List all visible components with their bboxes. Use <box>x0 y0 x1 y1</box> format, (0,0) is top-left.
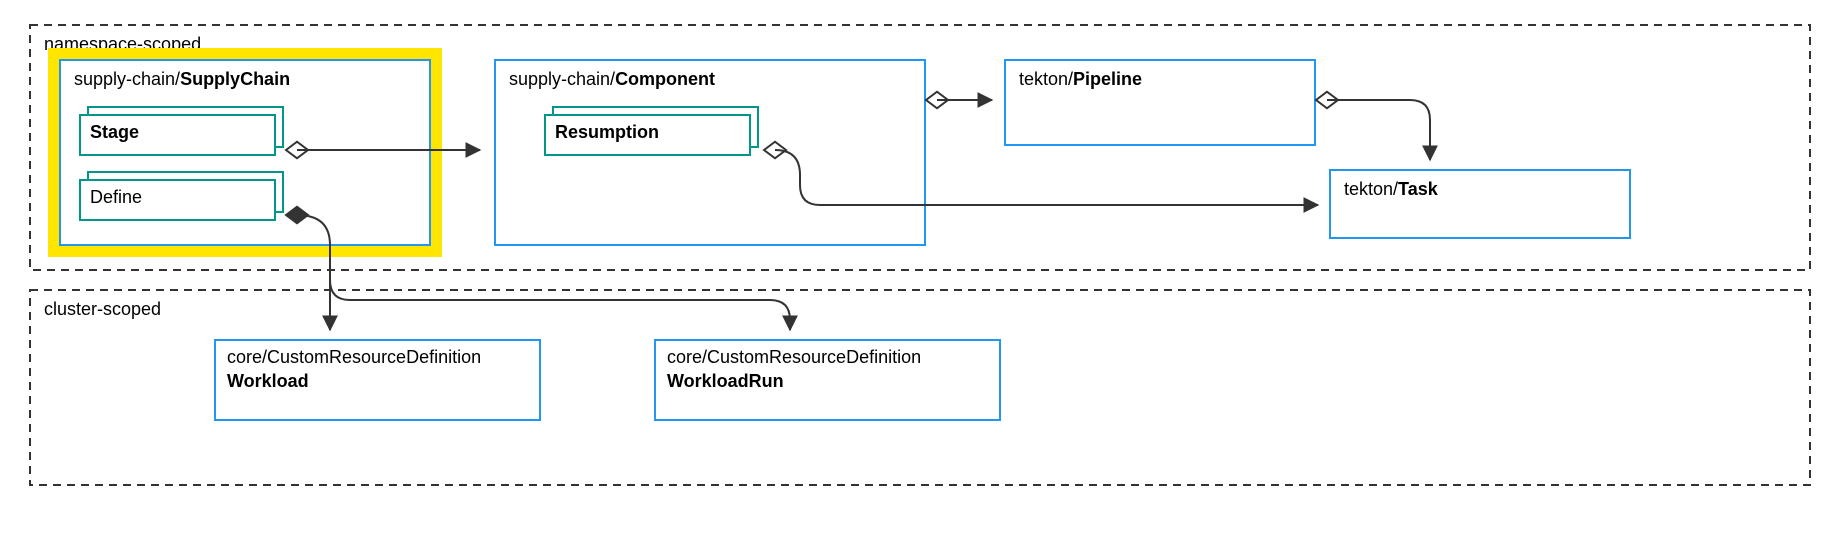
edge-pipeline-to-task <box>1316 92 1430 160</box>
component-title: supply-chain/Component <box>509 69 715 89</box>
scope-cl-label: cluster-scoped <box>44 299 161 319</box>
stage-label: Stage <box>90 122 139 142</box>
workloadrun-name: WorkloadRun <box>667 371 784 391</box>
resumption-label: Resumption <box>555 122 659 142</box>
edge-2-path <box>1327 100 1430 160</box>
architecture-diagram: namespace-scopedcluster-scopedsupply-cha… <box>0 0 1834 545</box>
supplychain-title: supply-chain/SupplyChain <box>74 69 290 89</box>
edge-component-to-pipeline <box>926 92 992 109</box>
workload-name: Workload <box>227 371 309 391</box>
pipeline-title: tekton/Pipeline <box>1019 69 1142 89</box>
workloadrun-prefix: core/CustomResourceDefinition <box>667 347 921 367</box>
define-label: Define <box>90 187 142 207</box>
task-title: tekton/Task <box>1344 179 1439 199</box>
workload-prefix: core/CustomResourceDefinition <box>227 347 481 367</box>
